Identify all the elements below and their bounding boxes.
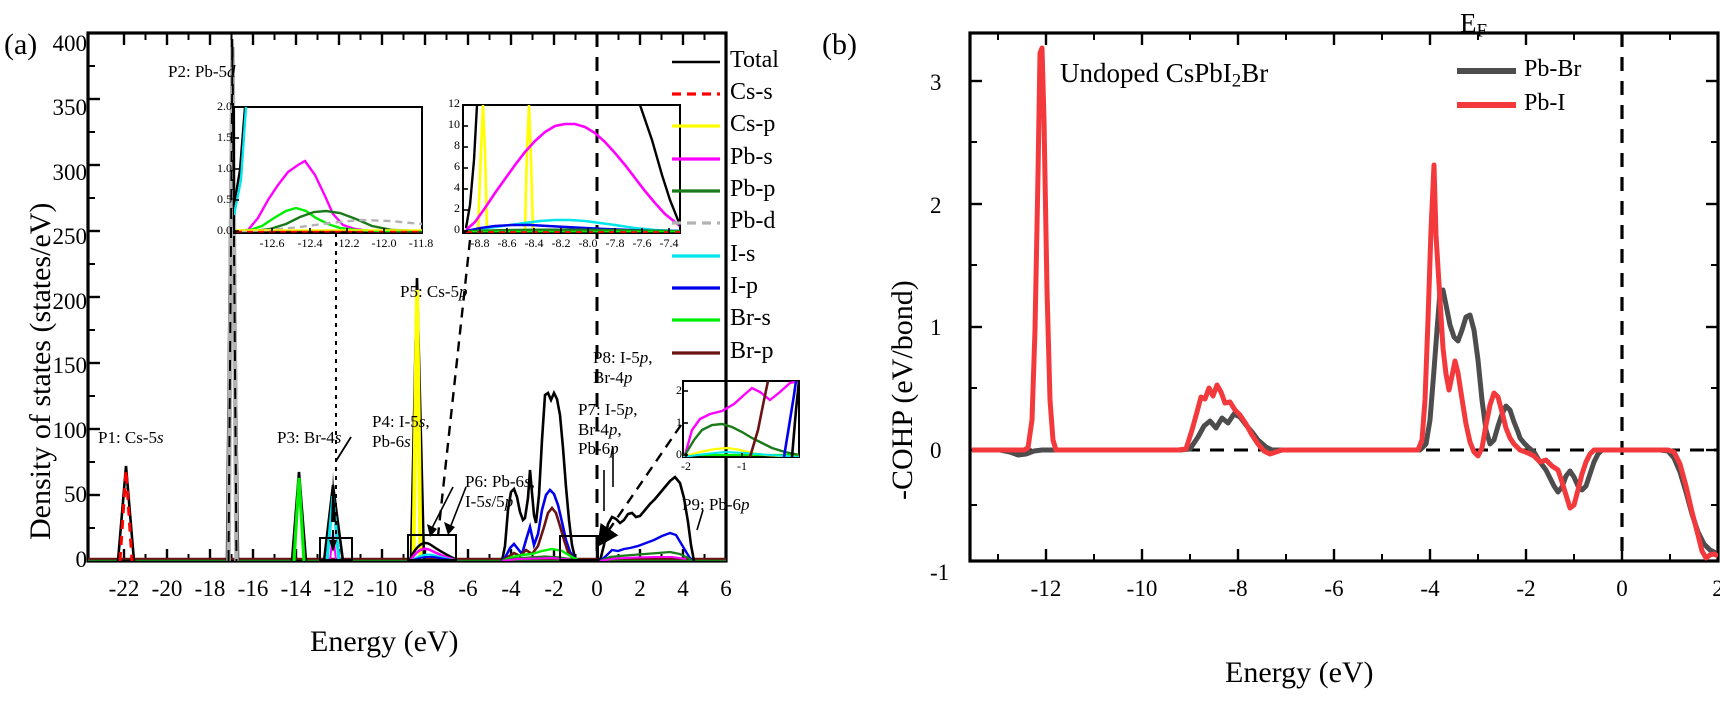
inset2-xtick--7p6: -7.6 <box>632 236 652 250</box>
panel-a-ytick-100: 100 <box>52 418 88 443</box>
inset3-ytick-0: 0 <box>676 447 682 461</box>
panel-b-ytick-3: 3 <box>930 70 942 95</box>
panel-b-xtick--2: -2 <box>1516 576 1536 601</box>
panel-a-xtick--4: -4 <box>501 576 521 601</box>
annotation-p5: P5: Cs-5p <box>400 282 468 301</box>
panel-a-xtick--12: -12 <box>323 576 355 601</box>
panel-a-xtick--2: -2 <box>544 576 564 601</box>
panel-b-ytick--1: -1 <box>930 560 950 585</box>
panel-b-xtick--8: -8 <box>1228 576 1248 601</box>
fermi-energy-label: EF <box>1460 8 1488 42</box>
panel-a-ytick-150: 150 <box>52 353 88 378</box>
legend-item-br-s[interactable]: Br-s <box>730 305 771 331</box>
annotation-p1: P1: Cs-5s <box>98 428 164 447</box>
legend-item-cs-p[interactable]: Cs-p <box>730 111 776 137</box>
panel-b-sample-note: Undoped CsPbI2Br <box>1060 58 1269 92</box>
legend-item-pb-s[interactable]: Pb-s <box>730 144 773 170</box>
annotation-p9: P9: Pb-6p <box>682 495 750 514</box>
annotation-p6: P6: Pb-6s, I-5s/5p <box>465 472 535 511</box>
panel-b-legend-keys <box>1457 68 1516 108</box>
panel-b-xtick--10: -10 <box>1126 576 1158 601</box>
panel-b-xtick--12: -12 <box>1030 576 1062 601</box>
panel-a-xtick--20: -20 <box>151 576 183 601</box>
panel-a-xtick--14: -14 <box>280 576 312 601</box>
panel-a-xtick--6: -6 <box>458 576 478 601</box>
annotation-p8: P8: I-5p, Br-4p <box>593 348 653 387</box>
panel-a-xtick--8: -8 <box>415 576 435 601</box>
panel-b-xtick-2: 2 <box>1712 576 1720 601</box>
legend-item-i-p[interactable]: I-p <box>730 273 758 299</box>
panel-b-label: (b) <box>822 28 857 61</box>
inset3-xtick--1: -1 <box>737 459 747 473</box>
panel-a-legend-keys <box>672 60 720 355</box>
inset2-ytick-4: 4 <box>454 180 460 194</box>
inset1-xtick--12p6: -12.6 <box>259 236 285 250</box>
inset2-ytick-6: 6 <box>454 159 460 173</box>
panel-b-ytick-0: 0 <box>930 438 942 463</box>
inset1-xtick--12p2: -12.2 <box>334 236 360 250</box>
annotation-p7: P7: I-5p, Br-4p, Pb-6p <box>578 400 638 459</box>
panel-a-ytick-400: 400 <box>52 31 88 56</box>
inset2-xtick--7p8: -7.8 <box>605 236 625 250</box>
inset2-ytick-12: 12 <box>448 96 460 110</box>
legend-item-i-s[interactable]: I-s <box>730 241 756 267</box>
panel-a-xtick-0: 0 <box>591 576 603 601</box>
panel-a-ytick-250: 250 <box>52 224 88 249</box>
inset1-ytick-2p0: 2.0 <box>217 99 232 113</box>
inset1-ytick-0: 0.0 <box>217 223 232 237</box>
inset2-xtick--8p8: -8.8 <box>470 236 490 250</box>
inset1-xtick--11p8: -11.8 <box>408 236 434 250</box>
panel-b-legend-item-pb-i[interactable]: Pb-I <box>1524 90 1566 116</box>
panel-b-legend-item-pb-br[interactable]: Pb-Br <box>1524 56 1582 82</box>
inset1-ytick-0p5: 0.5 <box>217 192 232 206</box>
panel-a-xtick-6: 6 <box>720 576 732 601</box>
legend-item-pb-p[interactable]: Pb-p <box>730 176 776 202</box>
panel-b-xtick-0: 0 <box>1616 576 1628 601</box>
annotation-p3: P3: Br-4s <box>277 428 342 447</box>
panel-b-xtick--4: -4 <box>1420 576 1440 601</box>
panel-a-xtick--10: -10 <box>366 576 398 601</box>
inset2-xtick--7p4: -7.4 <box>659 236 679 250</box>
inset3-ytick-1: 1 <box>676 415 682 429</box>
panel-a-label: (a) <box>4 28 38 61</box>
inset2-ytick-0: 0 <box>454 222 460 236</box>
panel-a-ytick-300: 300 <box>52 160 88 185</box>
panel-a-ytick-350: 350 <box>52 95 88 120</box>
legend-item-cs-s[interactable]: Cs-s <box>730 79 773 105</box>
panel-b-xlabel: Energy (eV) <box>1225 656 1374 689</box>
inset2-ytick-8: 8 <box>454 138 460 152</box>
legend-item-total[interactable]: Total <box>730 47 779 73</box>
inset2-xtick--8p2: -8.2 <box>551 236 571 250</box>
panel-a-ytick-0: 0 <box>75 547 88 572</box>
inset1-ytick-1p0: 1.0 <box>217 161 232 175</box>
annotation-p2: P2: Pb-5d <box>168 62 236 81</box>
legend-item-br-p[interactable]: Br-p <box>730 338 774 364</box>
inset2-ytick-2: 2 <box>454 201 460 215</box>
panel-a-xlabel: Energy (eV) <box>310 625 459 658</box>
panel-a-xtick--18: -18 <box>194 576 226 601</box>
annotation-p4: P4: I-5s, Pb-6s <box>372 412 430 451</box>
inset2-xtick--8p0: -8.0 <box>578 236 598 250</box>
panel-a-ytick-200: 200 <box>52 289 88 314</box>
panel-b-xtick--6: -6 <box>1324 576 1344 601</box>
inset1-ytick-1p5: 1.5 <box>217 130 232 144</box>
panel-a-xtick--22: -22 <box>108 576 140 601</box>
inset1-xtick--12p0: -12.0 <box>371 236 397 250</box>
panel-b-ytick-2: 2 <box>930 193 942 218</box>
legend-item-pb-d[interactable]: Pb-d <box>730 208 776 234</box>
panel-a-xtick--16: -16 <box>237 576 269 601</box>
panel-a-ytick-50: 50 <box>64 482 87 507</box>
inset3-ytick-2: 2 <box>676 383 682 397</box>
panel-b-ytick-1: 1 <box>930 315 942 340</box>
panel-a-xtick-4: 4 <box>677 576 689 601</box>
inset2-xtick--8p4: -8.4 <box>524 236 544 250</box>
inset3-xtick--2: -2 <box>681 459 691 473</box>
inset2-ytick-10: 10 <box>448 117 460 131</box>
inset1-xtick--12p4: -12.4 <box>297 236 323 250</box>
inset2-xtick--8p6: -8.6 <box>497 236 517 250</box>
panel-a-xtick-2: 2 <box>634 576 646 601</box>
